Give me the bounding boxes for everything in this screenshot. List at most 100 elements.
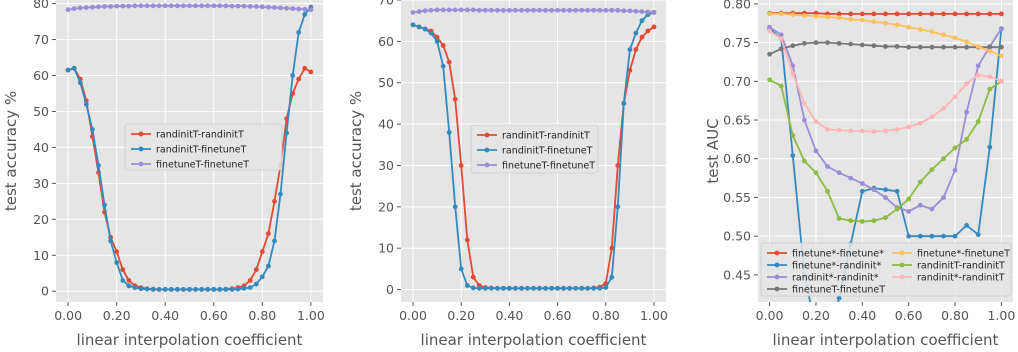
- y-tick-label: 60: [378, 34, 394, 49]
- data-point: [422, 8, 428, 14]
- data-point: [645, 9, 651, 15]
- data-point: [894, 206, 900, 212]
- data-point: [555, 285, 560, 291]
- data-point: [825, 188, 830, 194]
- data-point: [848, 41, 854, 47]
- y-tick-label: 50: [378, 75, 394, 90]
- data-point: [247, 4, 253, 9]
- data-point: [790, 71, 796, 76]
- data-point: [446, 7, 452, 13]
- data-point: [917, 179, 923, 185]
- data-point: [871, 11, 877, 17]
- data-point: [609, 7, 615, 13]
- legend-label: randinit*-randinitT: [917, 273, 1005, 284]
- data-point: [848, 218, 854, 224]
- data-point: [987, 11, 993, 17]
- data-point: [597, 7, 603, 13]
- data-point: [603, 285, 609, 290]
- data-point: [90, 4, 95, 10]
- data-point: [999, 44, 1004, 50]
- data-point: [964, 109, 969, 115]
- data-point: [952, 94, 958, 100]
- data-point: [952, 168, 958, 173]
- data-point: [464, 237, 470, 243]
- y-tick-label: 0: [41, 284, 49, 299]
- data-point: [645, 28, 651, 34]
- data-point: [416, 24, 422, 30]
- data-point: [144, 3, 150, 9]
- data-point: [476, 285, 482, 291]
- legend-swatch-marker: [138, 131, 144, 137]
- data-point: [871, 218, 877, 224]
- data-point: [906, 196, 912, 202]
- data-point: [871, 43, 877, 49]
- data-point: [639, 34, 645, 40]
- data-point: [917, 202, 923, 208]
- data-point: [446, 130, 452, 135]
- data-point: [999, 78, 1004, 84]
- legend-label: randinitT-randinitT: [917, 261, 1005, 272]
- data-point: [440, 63, 446, 69]
- data-point: [964, 137, 969, 142]
- data-point: [537, 285, 542, 291]
- data-point: [917, 233, 923, 239]
- chart-panel-2: 0.00 0.20 0.40 0.60 0.80 1.00 0 10 20 30 40 50 60 70 l…: [347, 0, 668, 349]
- legend-swatch-marker: [899, 274, 905, 280]
- legend-swatch-marker: [774, 286, 780, 292]
- y-tick-label: 10: [33, 248, 49, 263]
- data-point: [987, 44, 993, 50]
- data-point: [883, 128, 888, 134]
- data-point: [975, 11, 981, 17]
- data-point: [941, 44, 946, 50]
- data-point: [458, 266, 464, 272]
- data-point: [284, 5, 289, 11]
- data-point: [223, 3, 229, 9]
- data-point: [458, 163, 464, 168]
- data-point: [199, 3, 205, 9]
- data-point: [778, 36, 784, 42]
- data-point: [615, 163, 621, 168]
- data-point: [825, 164, 830, 169]
- data-point: [859, 219, 865, 224]
- data-point: [941, 106, 946, 111]
- y-tick-label: 10: [378, 241, 394, 256]
- data-point: [639, 9, 645, 15]
- data-point: [767, 11, 772, 17]
- data-point: [193, 287, 199, 292]
- data-point: [555, 7, 560, 13]
- data-point: [272, 198, 277, 204]
- data-point: [964, 39, 969, 45]
- data-point: [567, 285, 572, 291]
- data-point: [495, 7, 500, 13]
- data-point: [964, 11, 969, 17]
- data-point: [549, 285, 554, 291]
- y-tick-label: 50: [33, 104, 49, 119]
- data-point: [999, 53, 1004, 59]
- data-point: [296, 30, 302, 35]
- data-point: [476, 7, 482, 13]
- data-point: [278, 191, 283, 197]
- data-point: [525, 285, 530, 291]
- data-point: [906, 24, 912, 30]
- data-point: [848, 17, 854, 22]
- x-tick-label: 0.00: [756, 308, 784, 323]
- y-axis-label: test accuracy %: [347, 91, 365, 211]
- data-point: [573, 285, 579, 291]
- data-point: [813, 119, 819, 124]
- data-point: [132, 285, 138, 290]
- data-point: [175, 3, 180, 9]
- data-point: [410, 22, 416, 28]
- data-point: [549, 7, 554, 13]
- data-point: [199, 287, 205, 292]
- data-point: [168, 287, 174, 292]
- data-point: [615, 204, 621, 210]
- legend-swatch-marker: [484, 147, 490, 153]
- x-tick-label: 1.00: [297, 308, 325, 323]
- data-point: [187, 3, 192, 9]
- data-point: [778, 83, 784, 89]
- legend-box: [760, 242, 1012, 297]
- data-point: [767, 77, 772, 83]
- data-point: [513, 7, 518, 13]
- data-point: [906, 233, 912, 239]
- legend-swatch-marker: [774, 262, 780, 268]
